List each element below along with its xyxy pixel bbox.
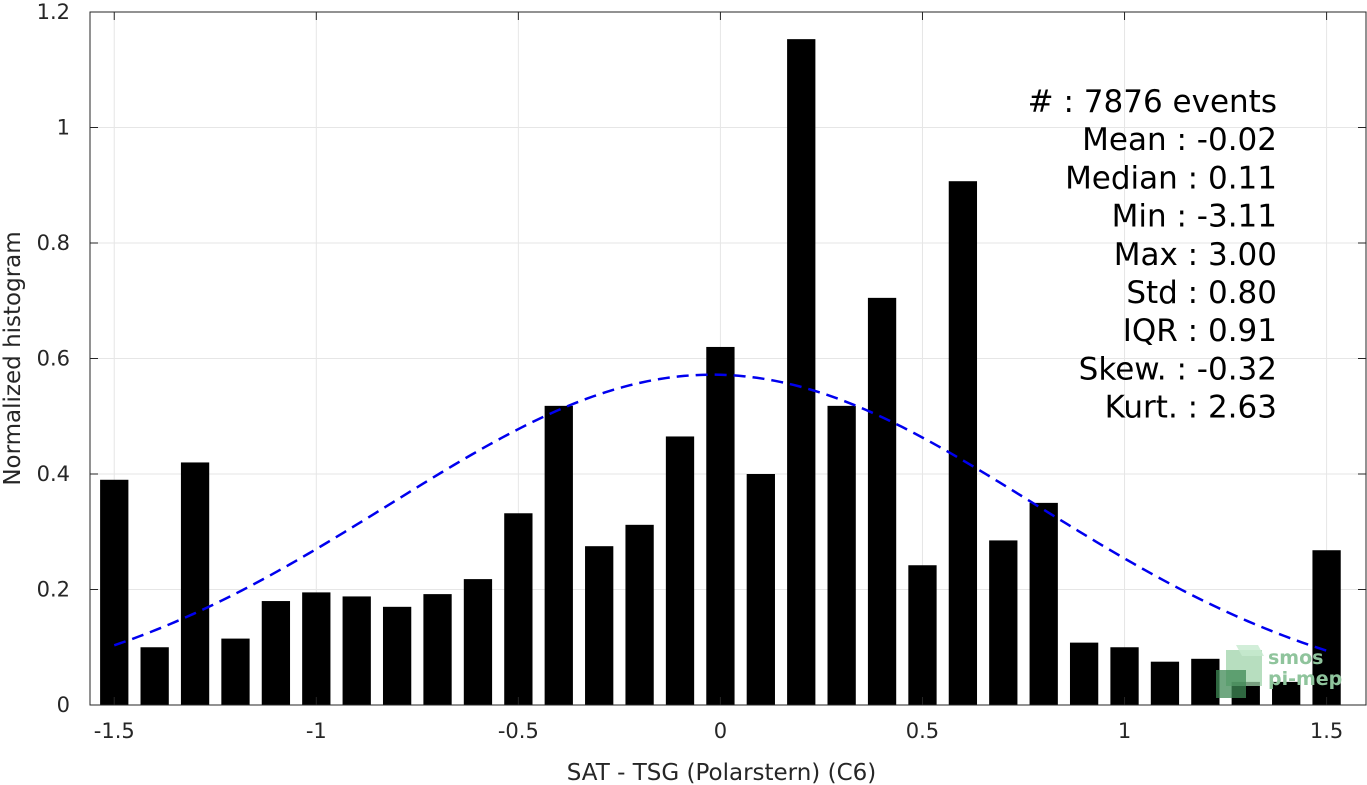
y-tick-label: 0.6 [37, 347, 70, 371]
logo-text-line2: pi-mep [1268, 668, 1342, 690]
histogram-bar [746, 474, 775, 705]
histogram-bar [1191, 658, 1220, 705]
histogram-bar [867, 297, 897, 705]
histogram-bar [989, 540, 1018, 705]
gaussian-fit-curve [113, 373, 1327, 652]
x-tick-label: 1 [1118, 719, 1131, 743]
histogram-bar [625, 524, 654, 705]
histogram-bar [100, 479, 129, 705]
y-tick-label: 0 [57, 693, 70, 717]
histogram-bar [1110, 647, 1139, 705]
smos-pimep-logo: smos pi-mep [1216, 645, 1342, 698]
y-axis-ticks: 0 0.2 0.4 0.6 0.8 1 1.2 [37, 0, 1366, 717]
histogram-bar [302, 592, 331, 705]
histogram-bar [140, 647, 169, 705]
histogram-bars [100, 39, 1341, 705]
histogram-bar [1150, 661, 1180, 705]
histogram-bar [827, 405, 856, 705]
stats-line: Mean : -0.02 [1082, 122, 1277, 158]
x-tick-label: 0.5 [906, 719, 939, 743]
histogram-bar [585, 546, 614, 705]
y-tick-label: 1 [57, 116, 70, 140]
histogram-bar [423, 594, 452, 705]
stats-line: Min : -3.11 [1112, 199, 1277, 235]
x-tick-label: 0 [714, 719, 727, 743]
x-tick-label: -1.5 [94, 719, 135, 743]
y-tick-label: 1.2 [37, 0, 70, 24]
histogram-bar [342, 596, 371, 705]
histogram-bar [180, 462, 210, 705]
stats-line: # : 7876 events [1028, 84, 1277, 120]
histogram-bar [382, 606, 412, 705]
y-tick-label: 0.8 [37, 231, 70, 255]
histogram-bar [1312, 550, 1341, 705]
histogram-bar [787, 39, 816, 705]
x-tick-label: -1 [306, 719, 327, 743]
histogram-bar [221, 638, 250, 705]
x-axis-ticks: -1.5 -1 -0.5 0 0.5 1 1.5 [94, 12, 1343, 743]
histogram-bar [1069, 642, 1099, 705]
y-axis-label: Normalized histogram [0, 231, 26, 485]
stats-line: Max : 3.00 [1114, 237, 1277, 273]
stats-line: Skew. : -0.32 [1079, 351, 1277, 387]
histogram-bar [261, 601, 291, 705]
x-tick-label: 1.5 [1310, 719, 1343, 743]
x-tick-label: -0.5 [498, 719, 539, 743]
y-tick-label: 0.4 [37, 462, 70, 486]
logo-cube-top-icon [1236, 645, 1264, 656]
histogram-bar [463, 579, 493, 705]
logo-text-line1: smos [1268, 647, 1323, 669]
stats-line: Kurt. : 2.63 [1105, 390, 1277, 426]
histogram-bar [948, 181, 978, 705]
x-axis-label: SAT - TSG (Polarstern) (C6) [567, 760, 876, 785]
logo-cube-shade-icon [1216, 670, 1246, 698]
stats-line: IQR : 0.91 [1123, 313, 1277, 349]
histogram-bar [706, 346, 735, 705]
y-tick-label: 0.2 [37, 578, 70, 602]
histogram-bar [908, 565, 937, 705]
histogram-bar [544, 405, 573, 705]
stats-line: Std : 0.80 [1126, 275, 1277, 311]
histogram-bar [1029, 502, 1058, 705]
stats-line: Median : 0.11 [1065, 160, 1277, 196]
histogram-bar [1272, 681, 1301, 705]
histogram-bar [504, 513, 533, 705]
histogram-bar [665, 436, 695, 705]
